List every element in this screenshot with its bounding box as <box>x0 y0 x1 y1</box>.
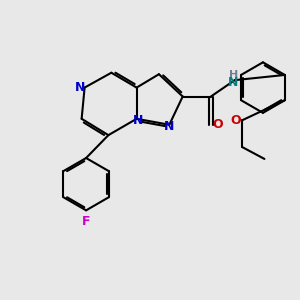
Text: N: N <box>133 114 143 127</box>
Text: N: N <box>75 81 85 94</box>
Text: O: O <box>230 114 241 127</box>
Text: N: N <box>228 76 238 89</box>
Text: H: H <box>229 70 238 80</box>
Text: F: F <box>82 215 90 228</box>
Text: N: N <box>164 120 175 133</box>
Text: O: O <box>212 118 223 131</box>
